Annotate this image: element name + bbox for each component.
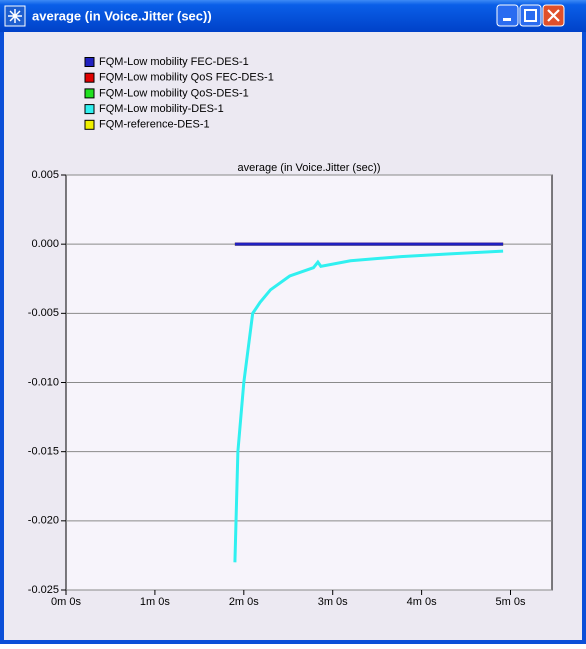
window-icon-star [8,9,22,23]
legend-swatch [84,119,95,130]
y-tick-label: -0.020 [28,515,59,527]
close-glyph [547,9,560,22]
legend-label: FQM-Low mobility QoS-DES-1 [99,87,249,99]
title-bar [0,0,586,32]
x-tick-label: 2m 0s [229,596,259,608]
y-tick-label: -0.015 [28,446,59,458]
legend-label: FQM-Low mobility-DES-1 [99,103,224,115]
legend-label: FQM-Low mobility FEC-DES-1 [99,56,249,68]
legend-swatch [84,104,95,115]
series-line [233,249,504,563]
x-tick-label: 3m 0s [318,596,348,608]
chart-title: average (in Voice.Jitter (sec)) [237,162,380,174]
x-tick-label: 4m 0s [407,596,437,608]
legend-label: FQM-Low mobility QoS FEC-DES-1 [99,72,274,84]
maximize-button[interactable] [519,4,542,27]
legend-swatch [84,57,95,67]
x-tick-label: 1m 0s [140,596,170,608]
minimize-glyph [503,18,511,21]
y-tick-label: 0.000 [31,238,59,250]
x-tick-label: 5m 0s [496,596,526,608]
legend-swatch [84,72,95,83]
legend-label: FQM-reference-DES-1 [99,119,210,131]
y-tick-label: -0.010 [28,376,59,388]
y-tick-label: -0.005 [28,307,59,319]
y-tick-label: -0.025 [28,584,59,596]
x-tick-label: 0m 0s [51,596,81,608]
maximize-glyph [524,9,537,22]
window-title: average (in Voice.Jitter (sec)) [32,8,212,23]
legend-swatch [84,88,95,99]
minimize-button[interactable] [496,4,519,27]
y-tick-label: 0.005 [31,169,59,181]
